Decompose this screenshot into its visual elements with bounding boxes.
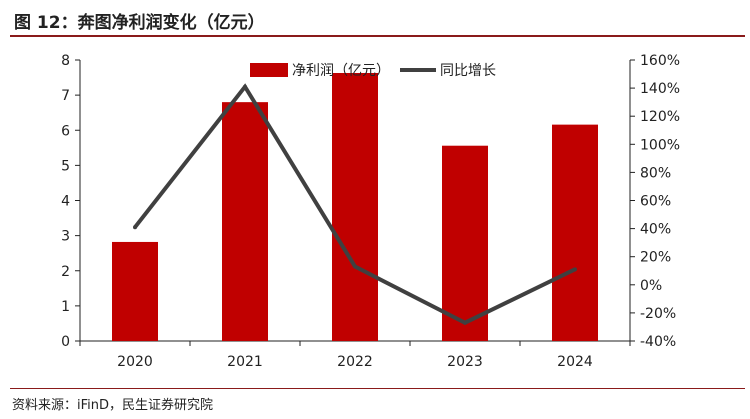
right-tick-label: 0% bbox=[640, 278, 662, 294]
line-point bbox=[353, 264, 357, 269]
legend-line-label: 同比增长 bbox=[440, 63, 496, 79]
left-tick-label: 5 bbox=[61, 158, 70, 174]
bar bbox=[222, 102, 268, 342]
right-tick-label: 160% bbox=[640, 53, 680, 69]
left-tick-label: 3 bbox=[61, 229, 70, 245]
right-tick-label: 120% bbox=[640, 109, 680, 125]
left-tick-label: 0 bbox=[61, 334, 70, 350]
right-tick-label: 40% bbox=[640, 222, 671, 238]
right-tick-label: -40% bbox=[640, 334, 676, 350]
chart-legend: 净利润（亿元） 同比增长 bbox=[250, 63, 496, 79]
right-tick-label: 100% bbox=[640, 137, 680, 153]
line-series bbox=[133, 83, 577, 325]
chart-axes: 0 1 2 3 4 5 6 7 8 -40% -20% 0% 20% 40% 60% 80% 100% 120% 1… bbox=[61, 53, 680, 370]
left-tick-label: 4 bbox=[61, 194, 70, 210]
figure-title: 图 12：奔图净利润变化（亿元） bbox=[14, 13, 265, 33]
right-tick-label: -20% bbox=[640, 306, 676, 322]
net-profit-chart: 0 1 2 3 4 5 6 7 8 -40% -20% 0% 20% 40% 60% 80% 100% 120% 1… bbox=[61, 53, 680, 370]
line-point bbox=[573, 267, 577, 272]
right-tick-label: 60% bbox=[640, 194, 671, 210]
bar bbox=[552, 124, 598, 341]
x-tick-label: 2024 bbox=[557, 354, 593, 370]
legend-bar-swatch bbox=[250, 63, 288, 77]
line-point bbox=[463, 320, 467, 325]
right-tick-label: 20% bbox=[640, 250, 671, 266]
bar-series bbox=[112, 72, 598, 342]
x-tick-label: 2021 bbox=[227, 354, 263, 370]
left-tick-label: 6 bbox=[61, 123, 70, 139]
legend-bar-label: 净利润（亿元） bbox=[292, 63, 390, 79]
right-tick-label: 80% bbox=[640, 165, 671, 181]
x-tick-label: 2020 bbox=[117, 354, 153, 370]
right-tick-label: 140% bbox=[640, 81, 680, 97]
source-note: 资料来源：iFinD，民生证券研究院 bbox=[12, 398, 214, 413]
line-point bbox=[133, 225, 137, 230]
figure-header: 图 12：奔图净利润变化（亿元） bbox=[0, 0, 750, 34]
bar bbox=[112, 241, 158, 341]
x-tick-label: 2023 bbox=[447, 354, 483, 370]
bar bbox=[442, 145, 488, 341]
x-tick-label: 2022 bbox=[337, 354, 373, 370]
left-tick-label: 8 bbox=[61, 53, 70, 69]
bar bbox=[332, 72, 378, 341]
left-tick-label: 2 bbox=[61, 264, 70, 280]
source-divider bbox=[10, 388, 745, 389]
left-tick-label: 1 bbox=[61, 299, 70, 315]
title-divider bbox=[10, 35, 745, 37]
left-tick-label: 7 bbox=[61, 88, 70, 104]
line-point bbox=[243, 84, 247, 89]
